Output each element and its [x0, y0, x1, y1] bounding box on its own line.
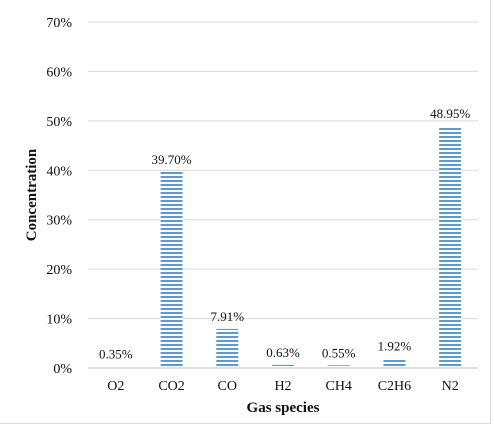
chart-border [0, 0, 491, 424]
y-tick-label: 40% [46, 164, 72, 179]
y-tick-label: 0% [53, 362, 72, 377]
data-label: 1.92% [378, 339, 412, 354]
x-tick-label: H2 [274, 379, 291, 394]
y-tick-label: 70% [46, 16, 72, 31]
y-tick-label: 10% [46, 313, 72, 328]
y-tick-label: 60% [46, 65, 72, 80]
data-label: 39.70% [152, 152, 192, 167]
y-axis-ticks: 0% 10% 20% 30% 40% 50% 60% 70% [46, 16, 72, 377]
x-tick-label: CO [218, 379, 237, 394]
bar-co [216, 328, 239, 368]
x-tick-label: O2 [107, 379, 124, 394]
data-label: 48.95% [430, 106, 470, 121]
bar-o2 [104, 366, 127, 368]
data-label: 0.35% [99, 346, 133, 361]
data-label: 0.55% [322, 345, 356, 360]
x-tick-label: CO2 [158, 379, 184, 394]
x-axis-ticks: O2 CO2 CO H2 CH4 C2H6 N2 [107, 379, 458, 394]
y-tick-label: 20% [46, 263, 72, 278]
bar-n2 [439, 126, 462, 368]
y-tick-label: 50% [46, 115, 72, 130]
y-tick-label: 30% [46, 214, 72, 229]
data-label: 0.63% [266, 345, 300, 360]
x-tick-label: N2 [442, 379, 459, 394]
data-labels: 0.35% 39.70% 7.91% 0.63% 0.55% 1.92% 48.95% [99, 106, 470, 361]
y-axis-title: Concentration [24, 148, 40, 241]
x-tick-label: C2H6 [378, 379, 411, 394]
bar-ch4 [327, 365, 350, 368]
bar-h2 [272, 364, 294, 368]
bar-c2h6 [383, 358, 406, 368]
x-axis-title: Gas species [247, 400, 320, 416]
bar-co2 [160, 171, 183, 368]
data-label: 7.91% [210, 309, 244, 324]
bars [104, 126, 462, 368]
x-tick-label: CH4 [325, 379, 351, 394]
gridlines [88, 21, 478, 320]
